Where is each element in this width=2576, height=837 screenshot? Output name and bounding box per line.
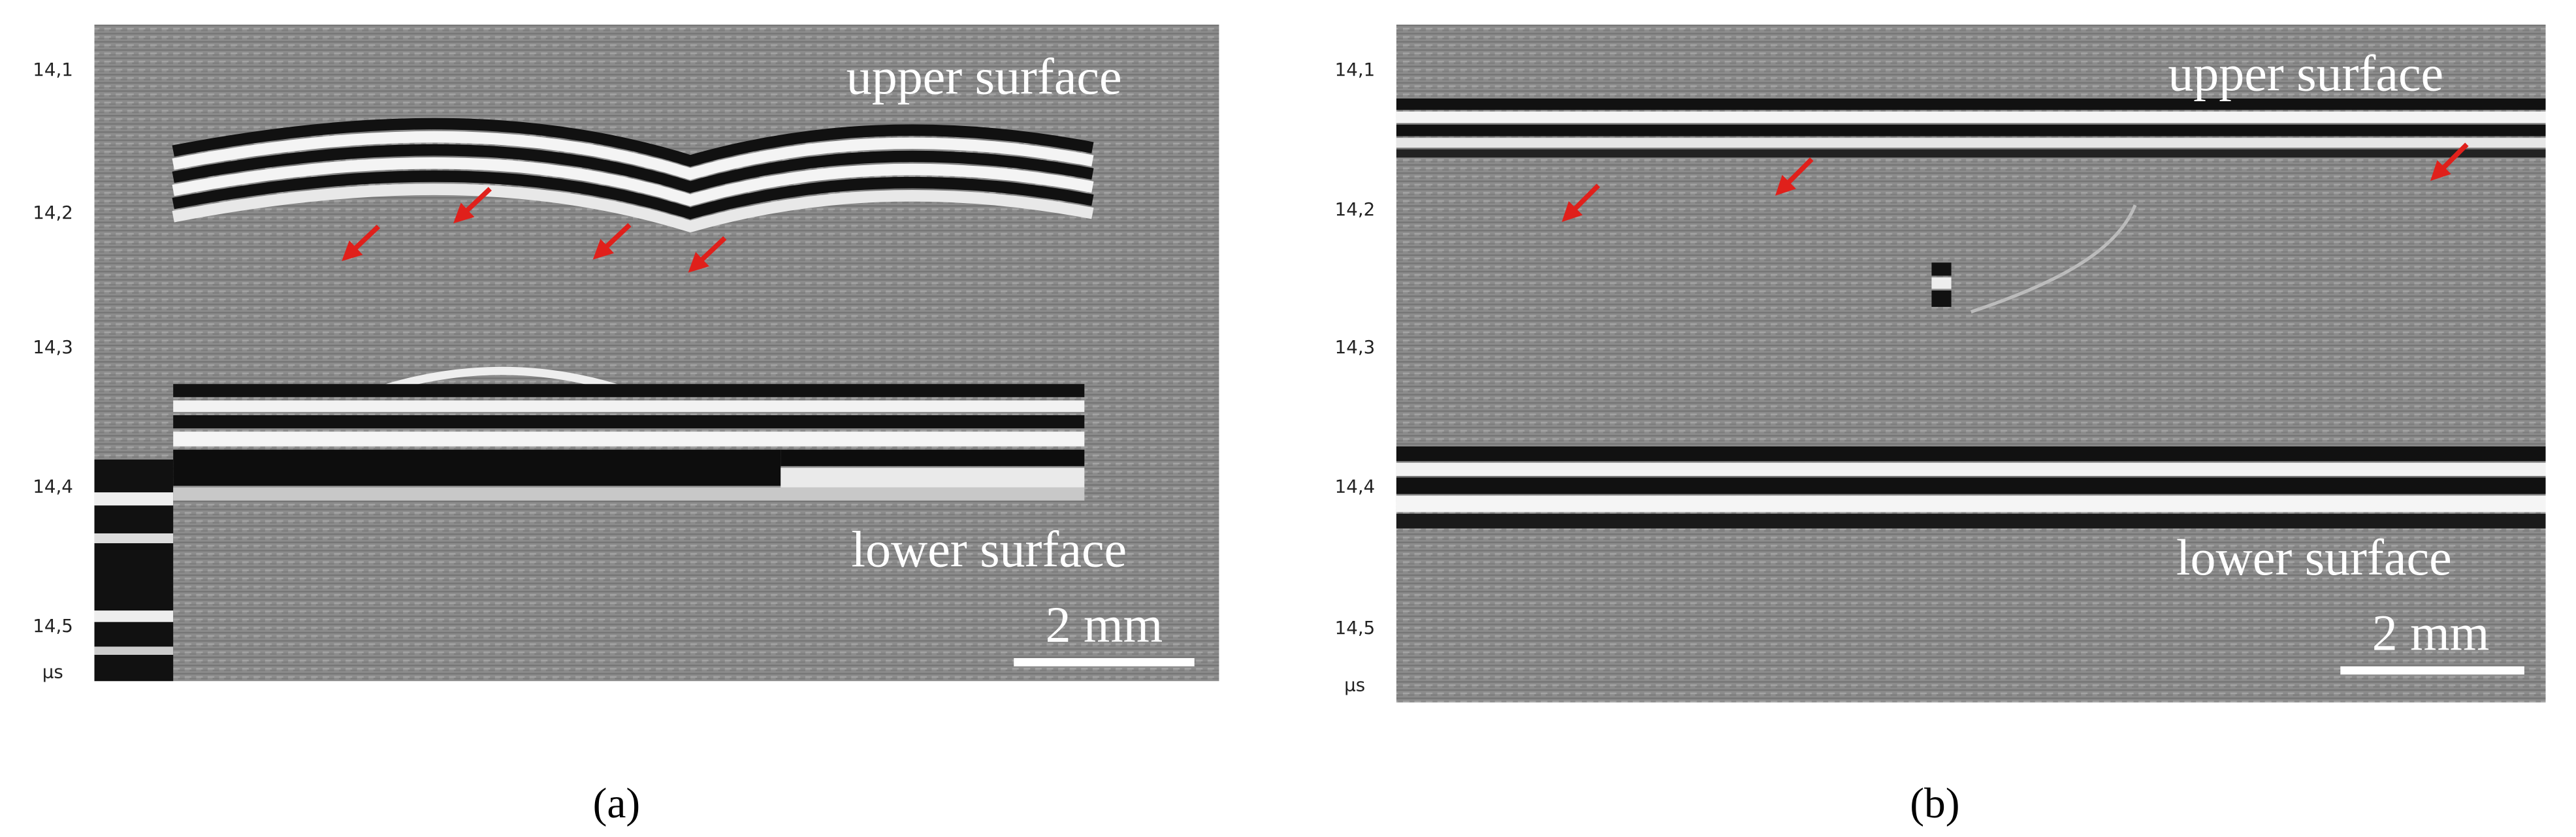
band [377,366,626,395]
band [1396,111,2546,123]
y-tick-label: 14,5 [1335,617,1376,639]
scan-image [94,24,1219,682]
panel-b: 14,1 14,2 14,3 14,4 14,5 μs upper surfac… [1335,24,2546,827]
panel-a: 14,1 14,2 14,3 14,4 14,5 μs upper surfac… [33,24,1219,827]
arrow [453,187,492,224]
lower-bands [1396,446,2546,529]
band [1396,138,2546,148]
arrow [1775,157,1814,196]
scale-bar-label: 2 mm [2372,605,2490,661]
lower-bands [173,366,1085,501]
arrow [1562,183,1600,222]
arrow [688,236,727,273]
y-tick-label: 14,5 [33,615,73,637]
band [173,449,781,486]
band [781,449,1085,466]
internal-trace [1970,204,2137,313]
upper-bands [1396,98,2546,158]
scale-bar [1014,658,1195,667]
scale-bar-label: 2 mm [1046,597,1163,653]
band [1396,98,2546,110]
y-tick-label: 14,3 [1335,336,1376,358]
inclusion [1931,277,1952,289]
inclusion [1931,262,1952,276]
y-unit: μs [42,661,63,683]
y-tick-label: 14,1 [33,59,73,80]
edge-stripe [94,610,174,622]
defect-arrows [342,187,727,273]
y-tick-label: 14,2 [1335,198,1376,220]
annotation: upper surface [846,49,1122,105]
inclusion [1931,290,1952,308]
arrow [2430,142,2469,182]
band [1396,125,2546,136]
band [173,384,1085,398]
band [173,432,1085,447]
y-tick-label: 14,3 [33,336,73,358]
band [1396,446,2546,462]
defect-arrows [1562,142,2469,222]
annotation: lower surface [851,522,1127,578]
band [1396,513,2546,529]
scale-bar [2340,666,2524,675]
edge-stripe [94,492,174,506]
band [1396,462,2546,476]
y-unit: μs [1344,674,1365,696]
edge-stripe [94,533,174,544]
panel-label: (b) [1910,780,1959,827]
annotation: upper surface [2168,46,2443,102]
edge-stripe [94,646,174,655]
scan-image [1396,24,2546,703]
band [173,487,1085,501]
band [173,415,1085,429]
band [1396,496,2546,513]
arrow [592,223,632,260]
band [1396,149,2546,158]
panel-label: (a) [593,780,641,827]
y-tick-label: 14,1 [1335,59,1376,80]
arrow [342,225,380,261]
y-tick-label: 14,2 [33,202,73,223]
band [1396,477,2546,494]
annotation: lower surface [2176,529,2452,586]
y-tick-label: 14,4 [33,476,73,497]
band [173,400,1085,412]
y-tick-label: 14,4 [1335,476,1376,497]
band [781,467,1085,488]
